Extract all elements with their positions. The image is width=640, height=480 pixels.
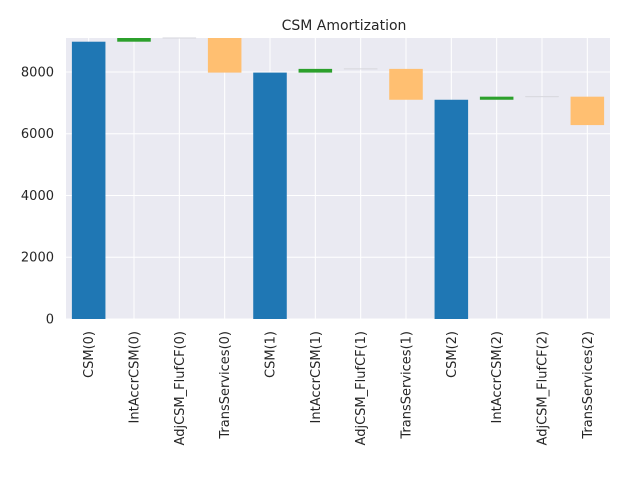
bar-zero — [343, 68, 378, 70]
bar-zero — [525, 96, 559, 98]
x-axis: CSM(0) IntAccrCSM(0) AdjCSM_FlufCF(0) Trans… — [82, 331, 596, 445]
x-tick-label: CSM(2) — [445, 331, 460, 378]
bar-total — [434, 99, 469, 319]
bar-total — [71, 41, 106, 319]
x-tick-label: AdjCSM_FlufCF(1) — [354, 331, 369, 445]
x-tick-label: TransServices(1) — [400, 331, 415, 440]
y-axis: 0 2000 4000 6000 8000 — [21, 65, 54, 327]
x-tick-label: IntAccrCSM(1) — [309, 331, 324, 423]
x-tick-label: IntAccrCSM(0) — [128, 331, 143, 423]
bar-increase — [479, 96, 514, 100]
x-tick-label: TransServices(0) — [218, 331, 233, 440]
y-tick-label: 6000 — [21, 127, 54, 142]
y-tick-label: 8000 — [21, 65, 54, 80]
bar-total — [253, 72, 287, 319]
bar-decrease — [570, 96, 605, 126]
chart-title: CSM Amortization — [282, 18, 407, 34]
x-tick-label: AdjCSM_FlufCF(2) — [536, 331, 551, 445]
x-tick-label: AdjCSM_FlufCF(0) — [173, 331, 188, 445]
bar-increase — [298, 68, 333, 73]
x-tick-label: IntAccrCSM(2) — [490, 331, 505, 423]
plot-area — [66, 38, 610, 319]
bar-decrease — [207, 38, 242, 73]
bar-increase — [117, 38, 151, 42]
bar-zero — [162, 37, 197, 39]
y-tick-label: 2000 — [21, 251, 54, 266]
bar-decrease — [389, 68, 423, 100]
x-tick-label: TransServices(2) — [581, 331, 596, 440]
y-tick-label: 0 — [46, 313, 54, 328]
x-tick-label: CSM(0) — [82, 331, 97, 378]
x-tick-label: CSM(1) — [264, 331, 279, 378]
y-tick-label: 4000 — [21, 189, 54, 204]
bars — [71, 37, 605, 319]
